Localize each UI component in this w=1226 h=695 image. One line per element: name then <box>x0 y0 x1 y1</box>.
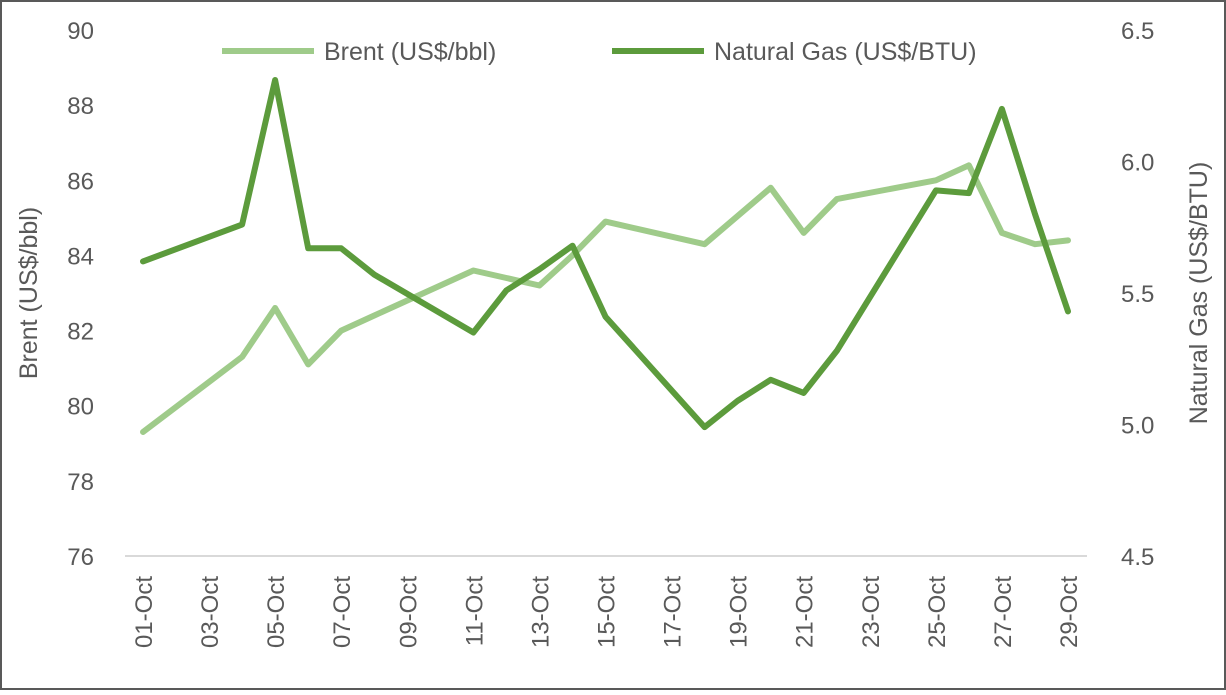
x-tick-label: 01-Oct <box>131 576 158 648</box>
x-tick-label: 15-Oct <box>594 576 621 648</box>
x-tick-label: 19-Oct <box>726 576 753 648</box>
left-tick-label: 82 <box>67 319 94 346</box>
right-tick-label: 6.5 <box>1121 18 1154 45</box>
right-tick-label: 6.0 <box>1121 150 1154 177</box>
x-tick-label: 07-Oct <box>329 576 356 648</box>
series-layer <box>140 77 1071 435</box>
x-tick-label: 13-Oct <box>527 576 554 648</box>
left-axis-title: Brent (US$/bbl) <box>15 207 43 379</box>
right-axis-ticks: 4.5 5.0 5.5 6.0 6.5 <box>1121 18 1154 571</box>
series-line-brent <box>140 162 1071 435</box>
legend: Brent (US$/bbl) Natural Gas (US$/BTU) <box>222 38 977 66</box>
left-tick-label: 84 <box>67 243 94 270</box>
x-tick-label: 03-Oct <box>197 576 224 648</box>
legend-label-natural-gas: Natural Gas (US$/BTU) <box>714 38 977 66</box>
x-tick-label: 29-Oct <box>1056 576 1083 648</box>
left-tick-label: 78 <box>67 469 94 496</box>
x-tick-label: 11-Oct <box>461 576 488 647</box>
x-tick-label: 23-Oct <box>858 576 885 648</box>
x-axis-ticks: 01-Oct 03-Oct 05-Oct 07-Oct 09-Oct 11-Oct 13-O… <box>131 576 1083 648</box>
series-line-natural-gas <box>140 77 1071 431</box>
left-axis-ticks: 76 78 80 82 84 86 88 90 <box>67 18 94 571</box>
right-tick-label: 4.5 <box>1121 544 1154 571</box>
x-tick-label: 27-Oct <box>990 576 1017 648</box>
right-tick-label: 5.5 <box>1121 281 1154 308</box>
left-tick-label: 76 <box>67 544 94 571</box>
x-tick-label: 09-Oct <box>395 576 422 648</box>
left-tick-label: 80 <box>67 394 94 421</box>
left-tick-label: 88 <box>67 93 94 120</box>
x-tick-label: 17-Oct <box>660 576 687 648</box>
right-tick-label: 5.0 <box>1121 413 1154 440</box>
legend-label-brent: Brent (US$/bbl) <box>324 38 496 66</box>
x-tick-label: 21-Oct <box>792 576 819 648</box>
left-tick-label: 86 <box>67 168 94 195</box>
x-tick-label: 05-Oct <box>263 576 290 648</box>
right-axis-title: Natural Gas (US$/BTU) <box>1185 162 1213 425</box>
x-tick-label: 25-Oct <box>924 576 951 648</box>
left-tick-label: 90 <box>67 18 94 45</box>
